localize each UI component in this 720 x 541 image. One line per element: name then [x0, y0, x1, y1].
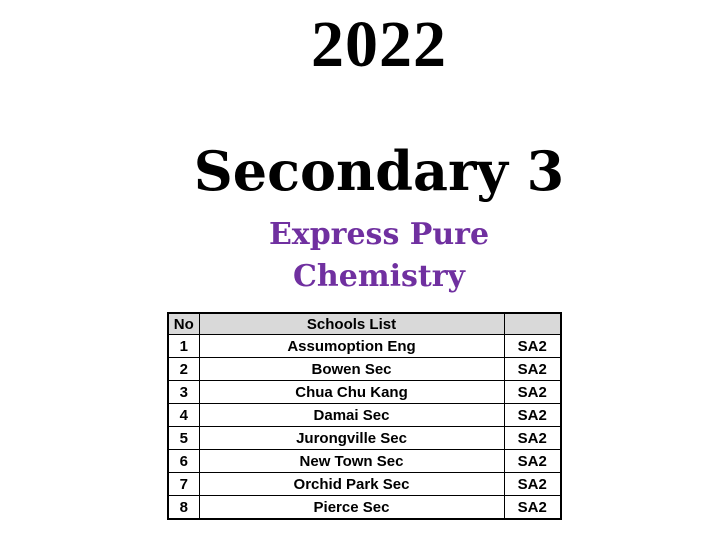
schools-table: No Schools List 1 Assumoption Eng SA2 2 … [167, 312, 562, 520]
school-name-cell: Pierce Sec [198, 495, 505, 520]
header-schools-list: Schools List [198, 312, 505, 335]
row-no-cell: 3 [167, 380, 200, 404]
table-row: 3 Chua Chu Kang SA2 [167, 380, 562, 404]
table-row: 6 New Town Sec SA2 [167, 449, 562, 473]
assessment-cell: SA2 [503, 426, 562, 450]
table-row: 5 Jurongville Sec SA2 [167, 426, 562, 450]
row-no-cell: 8 [167, 495, 200, 520]
school-name-cell: Assumoption Eng [198, 334, 505, 358]
subject-title-line1: Express Pure [268, 217, 490, 252]
table-row: 7 Orchid Park Sec SA2 [167, 472, 562, 496]
school-name-cell: Damai Sec [198, 403, 505, 427]
school-name-cell: Orchid Park Sec [198, 472, 505, 496]
school-name-cell: Jurongville Sec [198, 426, 505, 450]
row-no-cell: 5 [167, 426, 200, 450]
assessment-cell: SA2 [503, 449, 562, 473]
row-no-cell: 2 [167, 357, 200, 381]
header-assessment [503, 312, 562, 335]
row-no-cell: 7 [167, 472, 200, 496]
row-no-cell: 4 [167, 403, 200, 427]
school-name-cell: Bowen Sec [198, 357, 505, 381]
assessment-cell: SA2 [503, 357, 562, 381]
assessment-cell: SA2 [503, 472, 562, 496]
assessment-cell: SA2 [503, 334, 562, 358]
table-row: 1 Assumoption Eng SA2 [167, 334, 562, 358]
school-name-cell: Chua Chu Kang [198, 380, 505, 404]
year-title: 2022 [311, 8, 447, 81]
table-row: 2 Bowen Sec SA2 [167, 357, 562, 381]
assessment-cell: SA2 [503, 380, 562, 404]
level-title: Secondary 3 [193, 139, 565, 203]
table-row: 8 Pierce Sec SA2 [167, 495, 562, 520]
header-no: No [167, 312, 200, 335]
school-name-cell: New Town Sec [198, 449, 505, 473]
table-header-row: No Schools List [167, 312, 562, 335]
row-no-cell: 6 [167, 449, 200, 473]
assessment-cell: SA2 [503, 403, 562, 427]
row-no-cell: 1 [167, 334, 200, 358]
assessment-cell: SA2 [503, 495, 562, 520]
table-row: 4 Damai Sec SA2 [167, 403, 562, 427]
subject-title-line2: Chemistry [293, 259, 465, 294]
